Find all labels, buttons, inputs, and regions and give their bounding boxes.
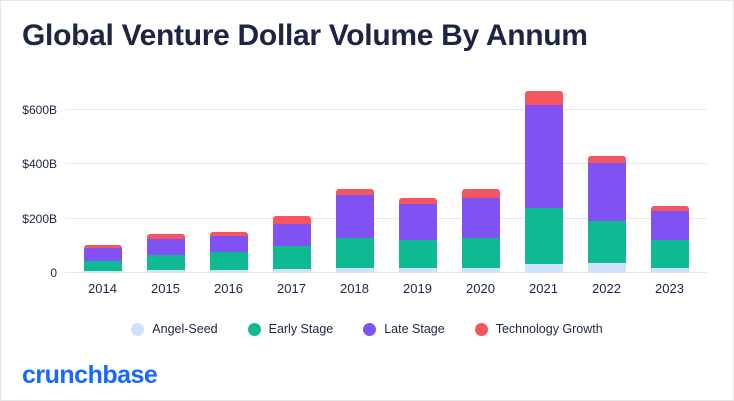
plot-area: $600B $400B $200B 0 [22, 83, 707, 280]
legend-item-late-stage: Late Stage [363, 322, 445, 336]
segment-late-stage-2019 [398, 203, 437, 241]
segment-technology-growth-2016 [209, 231, 248, 237]
segment-angel-seed-2016 [209, 269, 248, 273]
bar-slot-2022 [575, 156, 638, 273]
segment-late-stage-2023 [650, 210, 689, 241]
segment-angel-seed-2020 [461, 267, 500, 273]
gridline-600 [65, 109, 707, 111]
legend-label-late-stage: Late Stage [384, 322, 445, 336]
legend-dot-technology-growth [474, 322, 488, 336]
x-tick-label-2021: 2021 [529, 281, 558, 296]
segment-angel-seed-2022 [587, 262, 626, 273]
bar-2017 [272, 216, 311, 273]
segment-angel-seed-2018 [335, 267, 374, 273]
segment-technology-growth-2015 [146, 234, 185, 240]
segment-angel-seed-2019 [398, 267, 437, 273]
legend-dot-early-stage [247, 322, 261, 336]
bar-slot-2014 [71, 244, 134, 273]
segment-angel-seed-2014 [83, 270, 122, 273]
segment-late-stage-2021 [524, 105, 563, 209]
bar-slot-2023 [638, 205, 701, 273]
legend-label-technology-growth: Technology Growth [495, 322, 603, 336]
bar-slot-2020 [449, 189, 512, 273]
x-axis: 2014 2015 2016 2017 2018 2019 2020 2021 2022 2023 [65, 281, 707, 296]
segment-early-stage-2018 [335, 237, 374, 268]
segment-late-stage-2015 [146, 239, 185, 256]
chart-title: Global Venture Dollar Volume By Annum [22, 19, 588, 52]
bars-container [65, 83, 707, 273]
segment-technology-growth-2022 [587, 156, 626, 164]
legend-label-angel-seed: Angel-Seed [152, 322, 218, 336]
legend-item-technology-growth: Technology Growth [474, 322, 603, 336]
bar-slot-2017 [260, 216, 323, 273]
segment-early-stage-2020 [461, 238, 500, 268]
segment-late-stage-2018 [335, 194, 374, 238]
segment-technology-growth-2021 [524, 91, 563, 106]
segment-technology-growth-2018 [335, 188, 374, 195]
x-tick-label-2020: 2020 [466, 281, 495, 296]
y-tick-label-600: $600B [22, 103, 57, 118]
segment-angel-seed-2021 [524, 264, 563, 273]
legend-dot-late-stage [363, 322, 377, 336]
segment-early-stage-2019 [398, 240, 437, 268]
segment-late-stage-2014 [83, 248, 122, 261]
crunchbase-logo: crunchbase [22, 361, 158, 389]
gridline-200 [65, 217, 707, 219]
bar-slot-2015 [134, 234, 197, 273]
segment-angel-seed-2017 [272, 268, 311, 273]
bar-2019 [398, 197, 437, 273]
segment-angel-seed-2015 [146, 270, 185, 273]
segment-late-stage-2017 [272, 224, 311, 246]
x-tick-label-2022: 2022 [592, 281, 621, 296]
segment-early-stage-2023 [650, 240, 689, 268]
y-tick-label-200: $200B [22, 211, 57, 226]
bar-2016 [209, 231, 248, 273]
x-tick-label-2018: 2018 [340, 281, 369, 296]
x-tick-label-2015: 2015 [151, 281, 180, 296]
segment-early-stage-2015 [146, 255, 185, 271]
legend-dot-angel-seed [131, 322, 145, 336]
x-tick-label-2014: 2014 [88, 281, 117, 296]
segment-late-stage-2016 [209, 236, 248, 252]
segment-angel-seed-2023 [650, 267, 689, 273]
bar-2014 [83, 244, 122, 273]
bar-slot-2019 [386, 197, 449, 273]
segment-technology-growth-2023 [650, 205, 689, 211]
bar-2023 [650, 205, 689, 273]
segment-technology-growth-2020 [461, 189, 500, 198]
segment-technology-growth-2019 [398, 197, 437, 204]
segment-technology-growth-2014 [83, 244, 122, 249]
bar-2021 [524, 91, 563, 273]
segment-early-stage-2016 [209, 251, 248, 270]
x-tick-label-2017: 2017 [277, 281, 306, 296]
bar-slot-2018 [323, 188, 386, 273]
gridline-0 [65, 272, 707, 273]
segment-technology-growth-2017 [272, 216, 311, 225]
legend-item-angel-seed: Angel-Seed [131, 322, 218, 336]
x-tick-label-2023: 2023 [655, 281, 684, 296]
segment-early-stage-2014 [83, 260, 122, 271]
bar-2018 [335, 188, 374, 273]
legend-label-early-stage: Early Stage [268, 322, 334, 336]
y-tick-label-400: $400B [22, 157, 57, 172]
y-tick-label-0: 0 [50, 266, 57, 280]
bar-slot-2016 [197, 231, 260, 273]
legend-item-early-stage: Early Stage [247, 322, 334, 336]
bar-2015 [146, 234, 185, 273]
x-tick-label-2019: 2019 [403, 281, 432, 296]
segment-early-stage-2017 [272, 245, 311, 269]
bar-2020 [461, 189, 500, 273]
legend: Angel-Seed Early Stage Late Stage Technolog… [1, 322, 733, 336]
bar-slot-2021 [512, 91, 575, 273]
segment-late-stage-2022 [587, 163, 626, 221]
segment-early-stage-2021 [524, 208, 563, 265]
chart: $600B $400B $200B 0 2014 2015 2016 2017 2018 201… [22, 83, 707, 296]
gridline-400 [65, 163, 707, 165]
x-tick-label-2016: 2016 [214, 281, 243, 296]
segment-late-stage-2020 [461, 197, 500, 239]
bar-2022 [587, 156, 626, 273]
segment-early-stage-2022 [587, 220, 626, 263]
